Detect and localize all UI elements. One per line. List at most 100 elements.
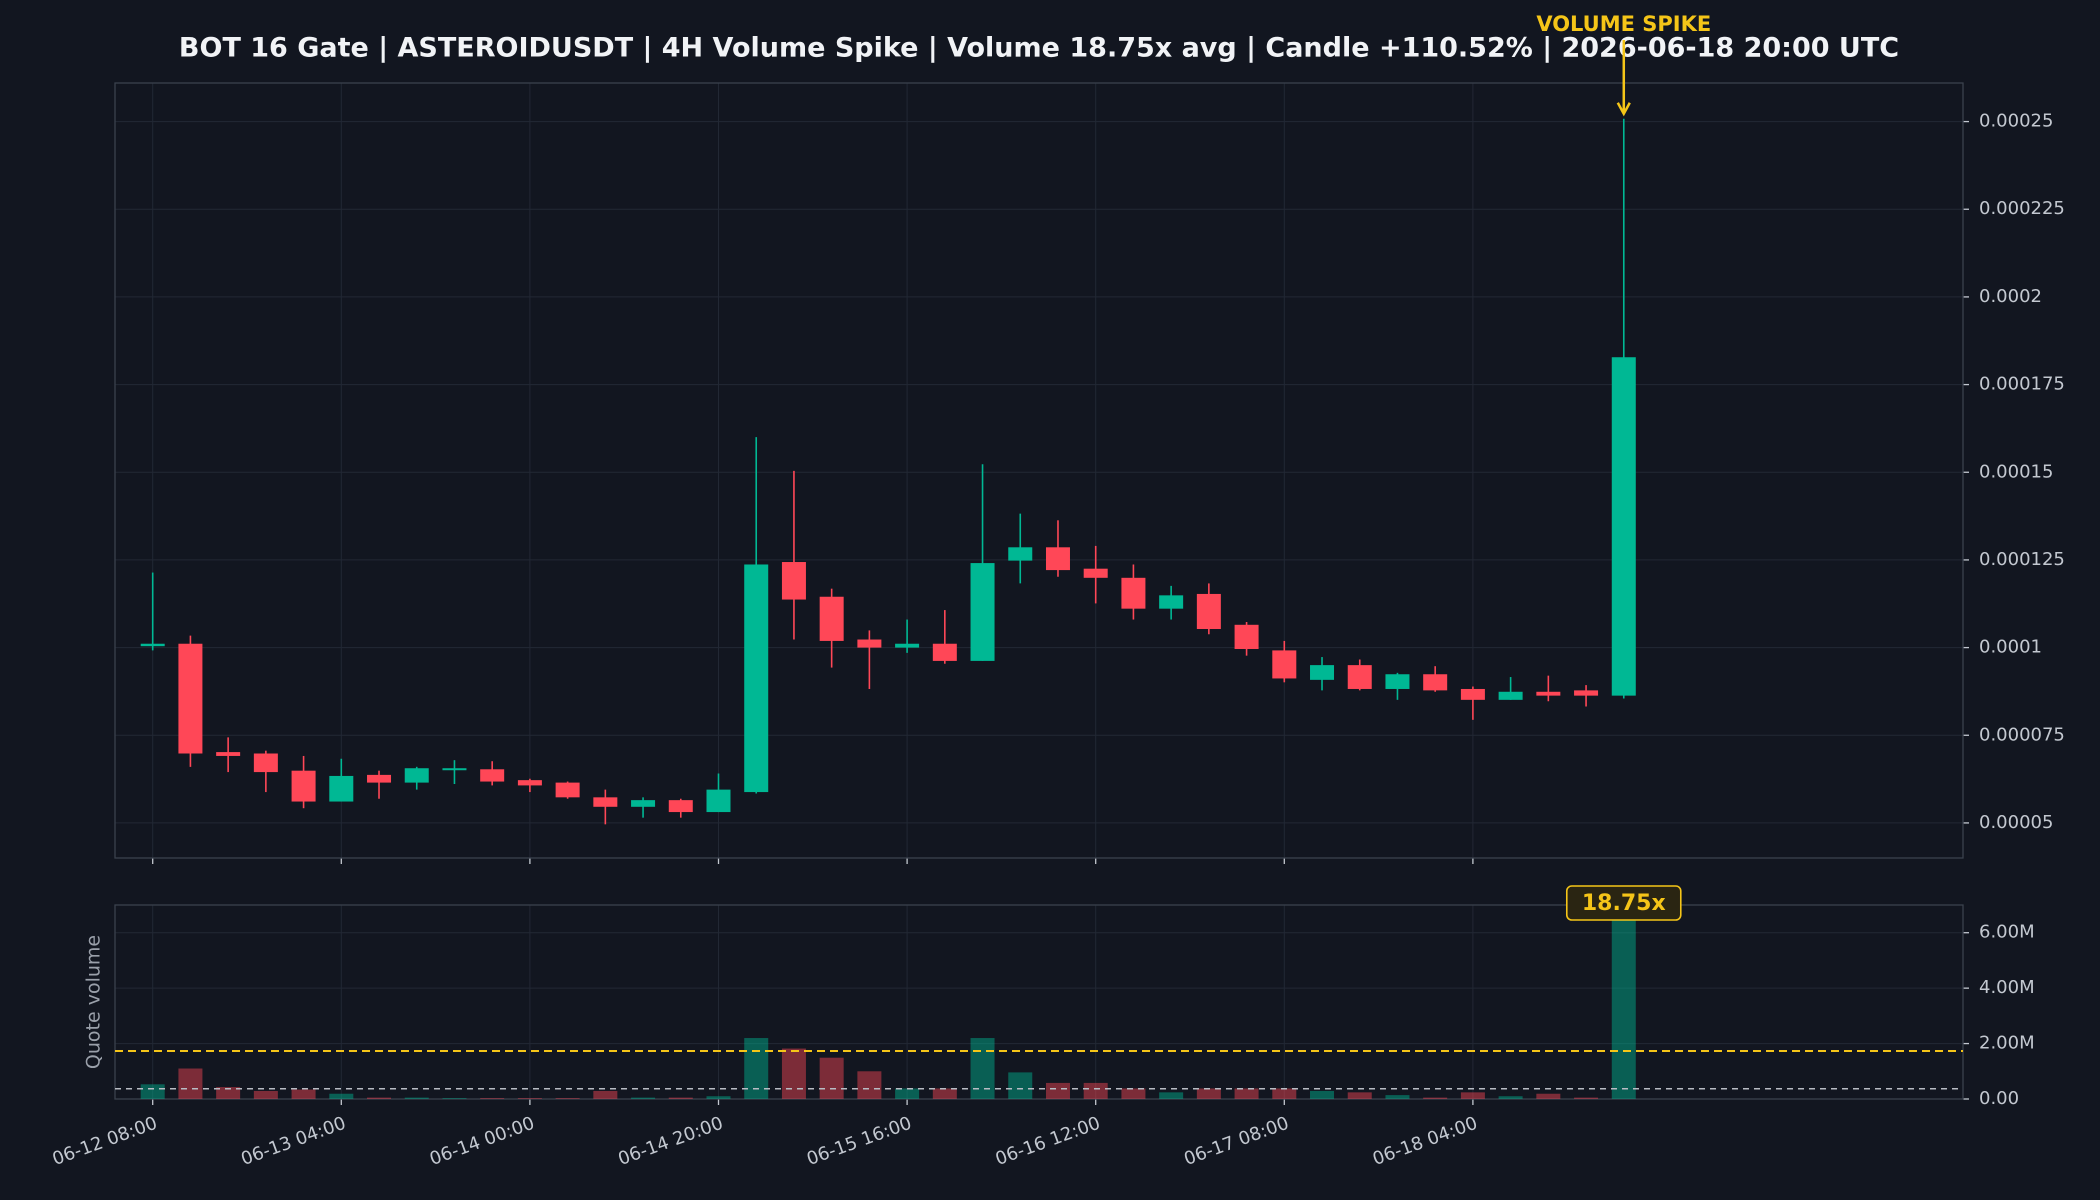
volume-bar: [404, 1097, 429, 1099]
volume-bar: [517, 1098, 542, 1099]
candle-body: [1159, 595, 1184, 609]
volume-bar: [178, 1068, 203, 1099]
volume-bar: [1536, 1093, 1561, 1099]
candle-body: [178, 643, 203, 754]
candle-body: [216, 752, 241, 756]
y-tick-label: 0.00015: [1979, 461, 2053, 482]
volume-bar: [1045, 1082, 1070, 1099]
volume-bar: [140, 1084, 165, 1099]
volume-bar: [1234, 1088, 1259, 1099]
candle-body: [1498, 691, 1523, 700]
candle-body: [1574, 690, 1599, 696]
volume-bar: [593, 1090, 618, 1099]
candle-body: [442, 768, 467, 771]
volume-frame: [114, 904, 1964, 1100]
y-tick-label: 0.0001: [1979, 637, 2042, 658]
volume-bar: [1498, 1096, 1523, 1099]
volume-bar: [1385, 1095, 1410, 1099]
candle-body: [291, 770, 316, 802]
volume-bar: [329, 1093, 354, 1099]
candle-body: [1423, 674, 1448, 691]
candle-body: [1121, 577, 1146, 609]
candle-body: [932, 643, 957, 661]
price-frame: [114, 82, 1964, 859]
candle-body: [781, 562, 806, 600]
volume-bar: [253, 1090, 278, 1099]
candle-body: [404, 768, 429, 783]
volume-bar: [744, 1038, 769, 1099]
candle-body: [517, 780, 542, 786]
candle-body: [253, 753, 278, 773]
candle-body: [1045, 547, 1070, 571]
volume-bar: [857, 1071, 882, 1099]
volume-bar: [1159, 1092, 1184, 1099]
volume-bar: [1008, 1072, 1033, 1099]
candle-body: [1347, 665, 1372, 689]
volume-bar: [1347, 1092, 1372, 1099]
annotation: VOLUME SPIKE: [1536, 12, 1711, 36]
candle-body: [329, 775, 354, 802]
candle-body: [1083, 568, 1108, 578]
volume-bar: [1272, 1088, 1297, 1099]
annotation-arrowhead: [1616, 102, 1631, 117]
candle-body: [1196, 593, 1221, 630]
candle-body: [706, 789, 731, 813]
candle-body: [631, 800, 656, 807]
candle-body: [819, 596, 844, 641]
candle-body: [895, 643, 920, 648]
candle-body: [1536, 691, 1561, 696]
volume-bar: [1611, 906, 1636, 1099]
y-tick-label: 2.00M: [1979, 1033, 2035, 1054]
y-tick-label: 6.00M: [1979, 922, 2035, 943]
volume-bar: [1121, 1088, 1146, 1099]
volume-bar: [555, 1098, 580, 1099]
candle-body: [555, 782, 580, 798]
volume-bar: [367, 1097, 392, 1099]
y-tick-label: 0.00025: [1979, 111, 2053, 132]
candle-body: [1385, 674, 1410, 689]
candle-body: [1460, 688, 1485, 700]
volume-bar: [895, 1088, 920, 1099]
candle-body: [140, 643, 165, 647]
candle-body: [744, 564, 769, 793]
candle-body: [1310, 665, 1335, 680]
candle-body: [367, 774, 392, 783]
y-tick-label: 0.00005: [1979, 812, 2053, 833]
volume-bar: [480, 1098, 505, 1099]
y-tick-label: 4.00M: [1979, 977, 2035, 998]
volume-bar: [1310, 1090, 1335, 1099]
volume-bar: [668, 1097, 693, 1099]
volume-bar: [442, 1098, 467, 1099]
candle-body: [857, 639, 882, 648]
y-tick-label: 0.000075: [1979, 724, 2065, 745]
candle-body: [1008, 547, 1033, 561]
volume-bar: [1574, 1097, 1599, 1099]
volume-bar: [970, 1038, 995, 1099]
candle-body: [480, 769, 505, 782]
volume-bar: [781, 1048, 806, 1099]
volume-bar: [1196, 1088, 1221, 1099]
volume-bar: [1460, 1092, 1485, 1099]
candle-body: [593, 797, 618, 807]
y-axis-label: Quote volume: [83, 935, 105, 1069]
candle-body: [1611, 357, 1636, 696]
candle-body: [1234, 624, 1259, 649]
y-tick-label: 0.0002: [1979, 286, 2042, 307]
y-tick-label: 0.00: [1979, 1088, 2019, 1109]
y-tick-label: 0.000175: [1979, 374, 2065, 395]
volume-bar: [1423, 1097, 1448, 1099]
volume-bar: [819, 1057, 844, 1099]
volume-bar: [216, 1087, 241, 1099]
candle-body: [668, 800, 693, 813]
y-tick-label: 0.000225: [1979, 198, 2065, 219]
annotation-box: [1565, 885, 1682, 921]
chart-title: BOT 16 Gate | ASTEROIDUSDT | 4H Volume S…: [179, 33, 1899, 64]
candle-body: [1272, 650, 1297, 679]
volume-bar: [291, 1089, 316, 1099]
volume-bar: [706, 1096, 731, 1099]
candle-body: [970, 563, 995, 661]
volume-bar: [932, 1088, 957, 1099]
